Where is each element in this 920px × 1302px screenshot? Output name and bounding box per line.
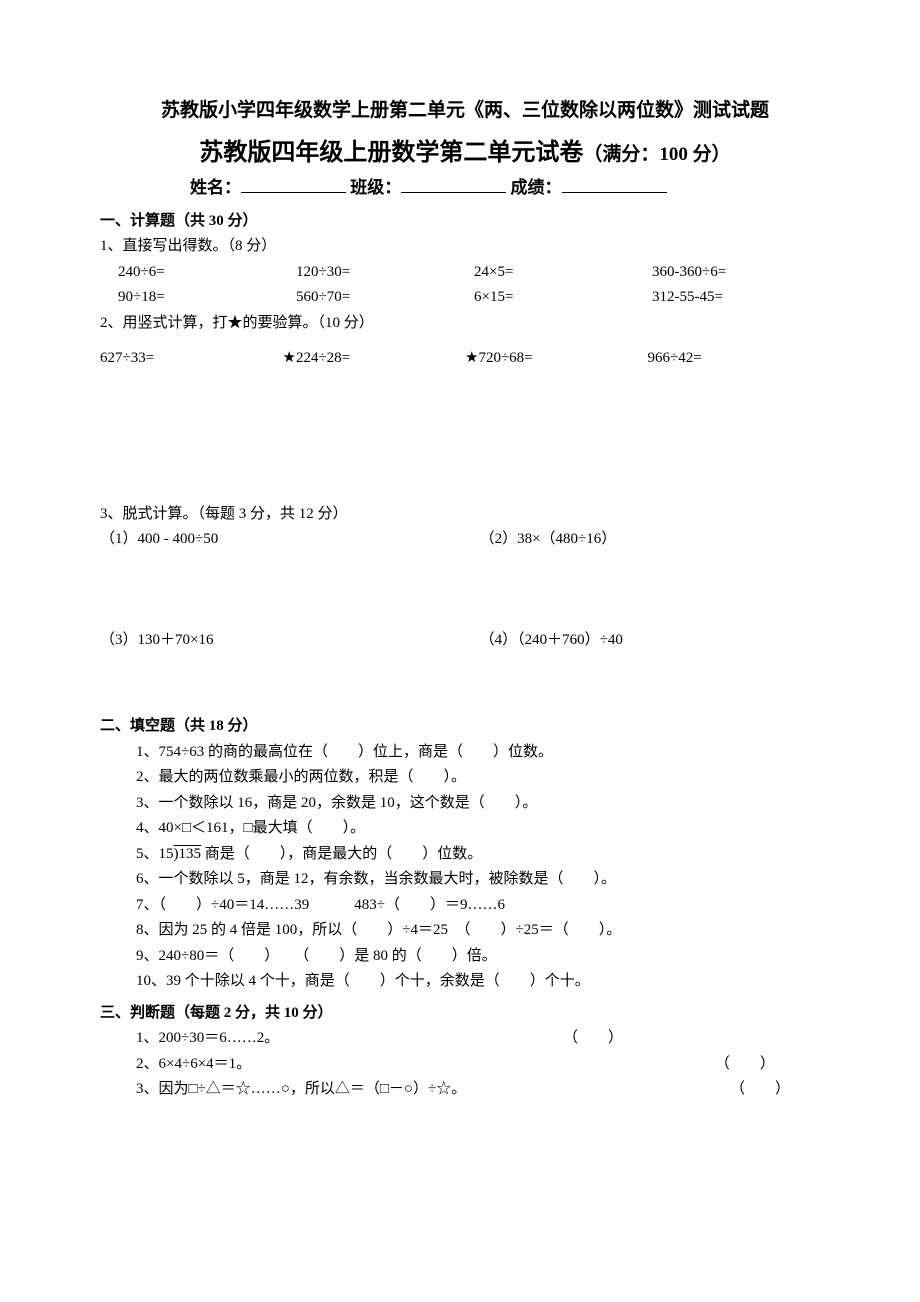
paper-title-line: 苏教版四年级上册数学第二单元试卷（满分：100 分） bbox=[100, 133, 830, 174]
calc-item: （2）38×（480÷16） bbox=[480, 527, 830, 553]
fill-item: 4、40×□＜161，□最大填（ ）。 bbox=[136, 816, 830, 842]
s1-q1-row1: 240÷6= 120÷30= 24×5= 360-360÷6= bbox=[118, 260, 830, 286]
judge-text: 3、因为□÷△＝☆……○，所以△＝（□－○）÷☆。 bbox=[136, 1077, 466, 1103]
fill-item-5: 5、15)135 商是（ ），商是最大的（ ）位数。 bbox=[136, 842, 830, 868]
s1-q2-stem: 2、用竖式计算，打★的要验算。（10 分） bbox=[100, 311, 830, 337]
judge-paren: （ ） bbox=[283, 1030, 623, 1046]
class-blank bbox=[401, 174, 506, 193]
paper-title-suffix: （满分：100 分） bbox=[583, 144, 730, 165]
section-3-title: 三、判断题（每题 2 分，共 10 分） bbox=[100, 1001, 830, 1027]
score-blank bbox=[562, 174, 667, 193]
s1-q1-stem: 1、直接写出得数。（8 分） bbox=[100, 234, 830, 260]
section-1-title: 一、计算题（共 30 分） bbox=[100, 209, 830, 235]
fill-5-suffix: 商是（ ），商是最大的（ ）位数。 bbox=[201, 846, 482, 862]
judge-text: 2、6×4÷6×4＝1。 bbox=[136, 1056, 251, 1072]
class-label: 班级： bbox=[350, 174, 401, 203]
judge-item: 1、200÷30＝6……2。 （ ） bbox=[136, 1026, 830, 1052]
info-line: 姓名： 班级： 成绩： bbox=[190, 174, 830, 203]
calc-item: 120÷30= bbox=[296, 260, 474, 286]
fill-item: 9、240÷80＝（ ） （ ）是 80 的（ ）倍。 bbox=[136, 944, 830, 970]
calc-item: 966÷42= bbox=[648, 346, 831, 372]
s1-q3-row2: （3）130＋70×16 （4）（240＋760）÷40 bbox=[100, 628, 830, 654]
fill-item: 6、一个数除以 5，商是 12，有余数，当余数最大时，被除数是（ ）。 bbox=[136, 867, 830, 893]
fill-item: 8、因为 25 的 4 倍是 100，所以（ ）÷4＝25 （ ）÷25＝（ ）… bbox=[136, 918, 830, 944]
judge-paren: （ ） bbox=[730, 1077, 830, 1103]
calc-item: 560÷70= bbox=[296, 285, 474, 311]
calc-item: ★224÷28= bbox=[283, 346, 466, 372]
calc-item: 24×5= bbox=[474, 260, 652, 286]
s1-q2-row: 627÷33= ★224÷28= ★720÷68= 966÷42= bbox=[100, 346, 830, 372]
judge-item: 3、因为□÷△＝☆……○，所以△＝（□－○）÷☆。 （ ） bbox=[136, 1077, 830, 1103]
calc-item: （3）130＋70×16 bbox=[100, 628, 480, 654]
fill-item: 10、39 个十除以 4 个十，商是（ ）个十，余数是（ ）个十。 bbox=[136, 969, 830, 995]
fill-item: 2、最大的两位数乘最小的两位数，积是（ ）。 bbox=[136, 765, 830, 791]
calc-item: （4）（240＋760）÷40 bbox=[480, 628, 830, 654]
document-title: 苏教版小学四年级数学上册第二单元《两、三位数除以两位数》测试试题 bbox=[100, 95, 830, 127]
s1-q1-row2: 90÷18= 560÷70= 6×15= 312-55-45= bbox=[118, 285, 830, 311]
calc-item: 240÷6= bbox=[118, 260, 296, 286]
s1-q3-row1: （1）400 - 400÷50 （2）38×（480÷16） bbox=[100, 527, 830, 553]
score-label: 成绩： bbox=[511, 174, 562, 203]
calc-item: 360-360÷6= bbox=[652, 260, 830, 286]
fill-item: 7、（ ）÷40＝14……39 483÷（ ）＝9……6 bbox=[136, 893, 830, 919]
calc-item: 312-55-45= bbox=[652, 285, 830, 311]
judge-paren: （ ） bbox=[255, 1056, 775, 1072]
calc-item: （1）400 - 400÷50 bbox=[100, 527, 480, 553]
section-2-title: 二、填空题（共 18 分） bbox=[100, 714, 830, 740]
judge-text: 1、200÷30＝6……2。 bbox=[136, 1030, 279, 1046]
name-label: 姓名： bbox=[190, 174, 241, 203]
calc-item: ★720÷68= bbox=[465, 346, 648, 372]
fill-item: 3、一个数除以 16，商是 20，余数是 10，这个数是（ ）。 bbox=[136, 791, 830, 817]
calc-item: 6×15= bbox=[474, 285, 652, 311]
fill-item: 1、754÷63 的商的最高位在（ ）位上，商是（ ）位数。 bbox=[136, 740, 830, 766]
calc-item: 90÷18= bbox=[118, 285, 296, 311]
calc-item: 627÷33= bbox=[100, 346, 283, 372]
s1-q3-stem: 3、脱式计算。（每题 3 分，共 12 分） bbox=[100, 502, 830, 528]
paper-title: 苏教版四年级上册数学第二单元试卷 bbox=[199, 140, 583, 166]
fill-5-overline: )135 bbox=[174, 846, 202, 862]
judge-item: 2、6×4÷6×4＝1。 （ ） bbox=[136, 1052, 830, 1078]
fill-5-prefix: 5、15 bbox=[136, 846, 174, 862]
name-blank bbox=[241, 174, 346, 193]
